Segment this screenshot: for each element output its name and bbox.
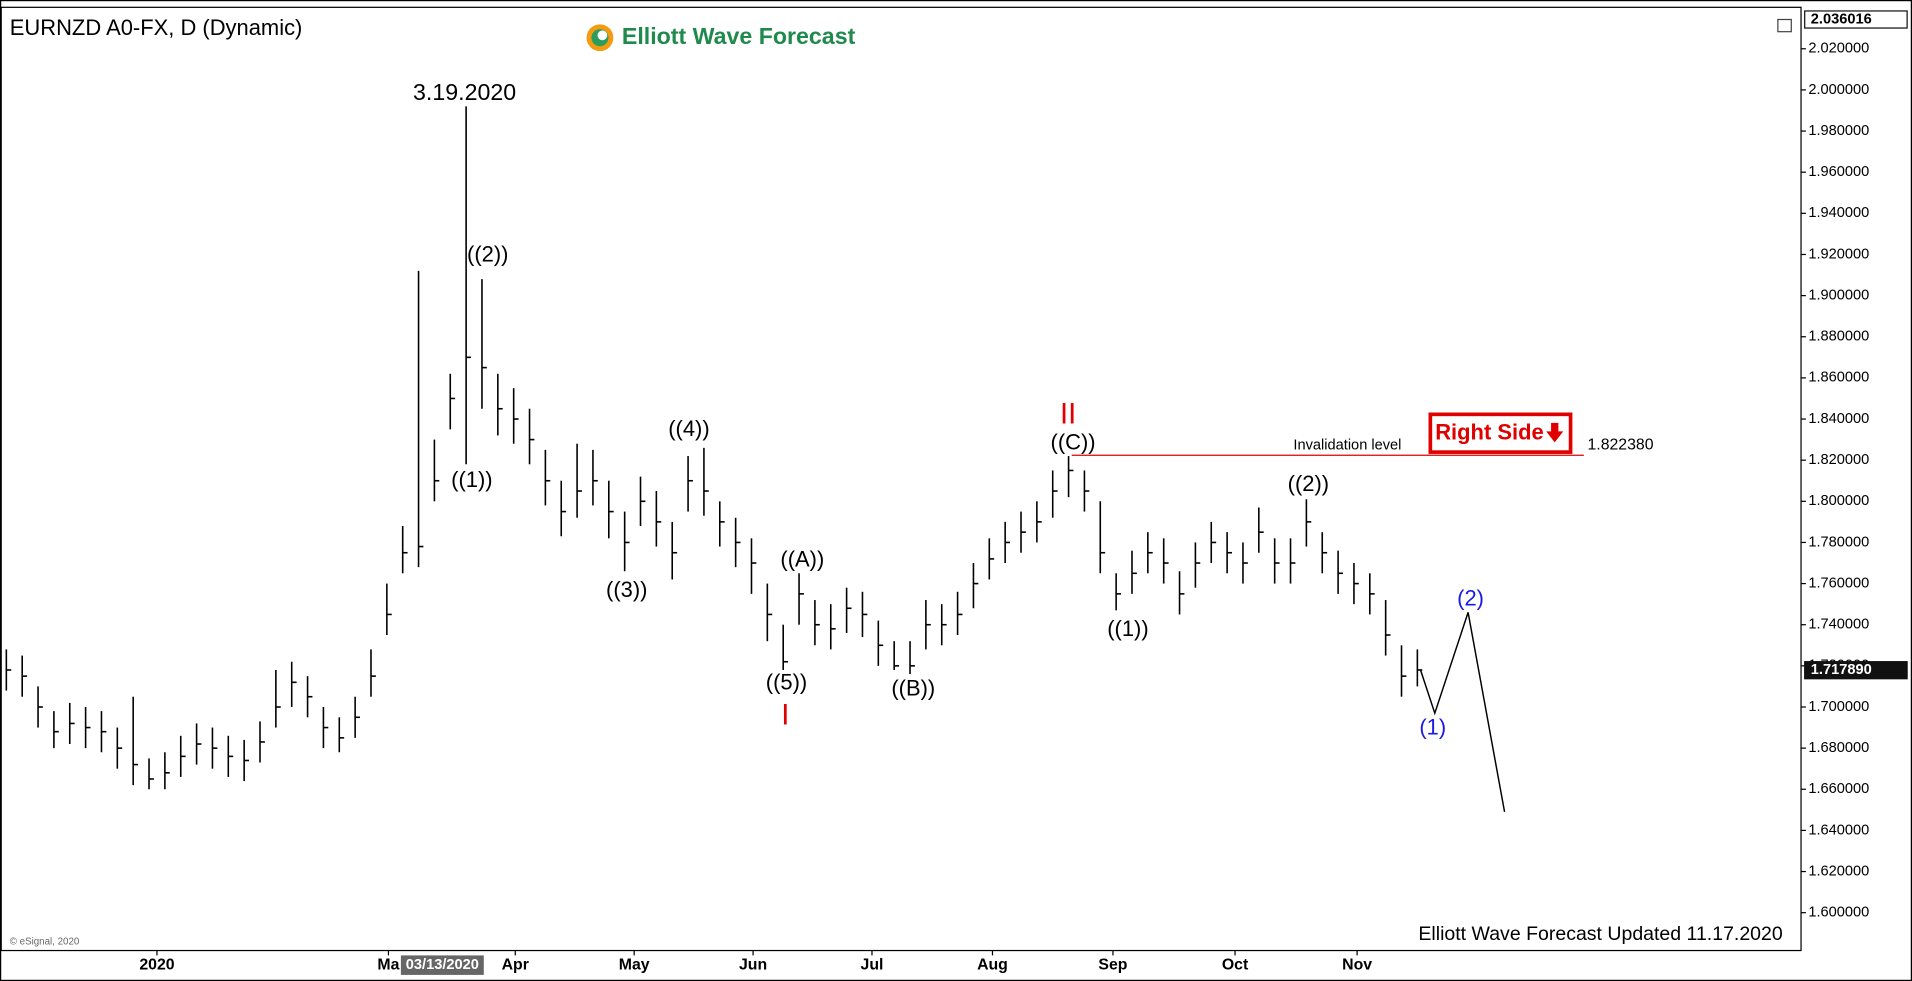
footer: Elliott Wave Forecast Updated 11.17.2020 [1418,923,1782,945]
wave-label: ((5)) [766,669,807,694]
wave-label: ((1)) [1107,616,1148,641]
y-tick-label: 1.980000 [1808,123,1869,139]
price-marker-box [1804,10,1908,29]
y-tick-label: 1.760000 [1808,575,1869,591]
wave-label: ((C)) [1051,429,1096,454]
y-tick-label: 1.840000 [1808,411,1869,427]
y-tick-label: 1.880000 [1808,329,1869,345]
chart-title: EURNZD A0-FX, D (Dynamic) [10,15,303,40]
badge-box [1428,412,1573,454]
cursor-label: 03/13/2020 [406,957,479,973]
wave-label: 3.19.2020 [413,79,516,105]
badge: Right Side [1428,412,1573,454]
y-tick-label: 1.940000 [1808,205,1869,221]
x-tick-label: Apr [502,956,529,973]
x-tick-label: May [619,956,650,973]
price-marker-label: 1.717890 [1811,662,1872,678]
wave-label: II [1060,398,1076,430]
x-tick-label: Jun [739,956,767,973]
y-tick-label: 1.640000 [1808,822,1869,838]
invalidation-text: Invalidation level [1293,437,1401,453]
brand: Elliott Wave Forecast [622,23,856,49]
projection-path [1419,612,1506,813]
y-tick-label: 1.900000 [1808,287,1869,303]
y-tick-label: 1.740000 [1808,617,1869,633]
wave-label: ((A)) [780,546,824,571]
badge-arrow [1546,422,1564,443]
y-tick-label: 1.800000 [1808,493,1869,509]
window-icon [1777,18,1792,33]
price-marker-box [1804,661,1908,680]
y-tick-label: 1.960000 [1808,164,1869,180]
wave-label: ((3)) [606,577,647,602]
x-tick-label: Aug [977,956,1008,973]
y-tick-label: 1.820000 [1808,452,1869,468]
wave-label: ((2)) [1288,471,1329,496]
wave-label: ((1)) [451,467,492,492]
wave-label: I [781,699,789,731]
plot-frame [0,6,1802,952]
wave-label: (2) [1457,585,1484,610]
badge-text: Right Side [1435,420,1544,445]
y-tick-label: 1.600000 [1808,905,1869,921]
x-tick-label: Ma [377,956,399,973]
x-tick-label: Jul [861,956,884,973]
price-marker-label: 2.036016 [1811,11,1872,27]
y-tick-label: 1.680000 [1808,740,1869,756]
x-tick-label: Sep [1098,956,1127,973]
y-tick-label: 1.620000 [1808,863,1869,879]
y-tick-label: 1.700000 [1808,699,1869,715]
wave-label: ((4)) [668,416,709,441]
copyright: © eSignal, 2020 [10,937,80,948]
y-tick-label: 1.660000 [1808,781,1869,797]
y-tick-label: 1.780000 [1808,534,1869,550]
logo [586,24,614,52]
invalidation-label: 1.822380 [1587,437,1653,454]
wave-label: ((B)) [891,676,935,701]
wave-label: ((2)) [467,242,508,267]
y-tick-label: 2.000000 [1808,82,1869,98]
y-tick-label: 1.920000 [1808,246,1869,262]
y-tick-label: 2.020000 [1808,41,1869,57]
x-tick-label: Nov [1342,956,1372,973]
x-tick-label: 2020 [139,956,174,973]
x-tick-label: Oct [1222,956,1249,973]
cursor-box [400,955,484,975]
y-tick-label: 1.860000 [1808,370,1869,386]
logo-icon [597,30,608,41]
wave-label: (1) [1419,715,1446,740]
